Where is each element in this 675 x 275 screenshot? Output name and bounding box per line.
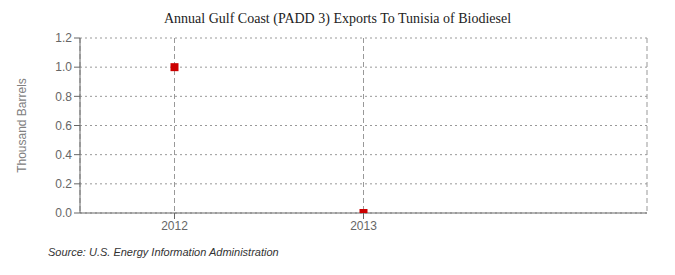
html-text:Source: U.S. Energy Informatio: Source: U.S. Energy Information Administ… [48, 246, 279, 258]
html-text:Annual Gulf Coast (PADD 3) Exp: Annual Gulf Coast (PADD 3) Exports To Tu… [164, 11, 511, 26]
svg-text:0.0: 0.0 [55, 206, 72, 220]
svg-text:2013: 2013 [350, 219, 377, 233]
svg-text:0.6: 0.6 [55, 119, 72, 133]
svg-text:0.4: 0.4 [55, 148, 72, 162]
svg-text:1.0: 1.0 [55, 60, 72, 74]
svg-text:0.2: 0.2 [55, 177, 72, 191]
svg-text:1.2: 1.2 [55, 31, 72, 45]
svg-text:0.8: 0.8 [55, 90, 72, 104]
svg-text:Thousand Barrels: Thousand Barrels [15, 78, 29, 173]
svg-text:2012: 2012 [161, 219, 188, 233]
